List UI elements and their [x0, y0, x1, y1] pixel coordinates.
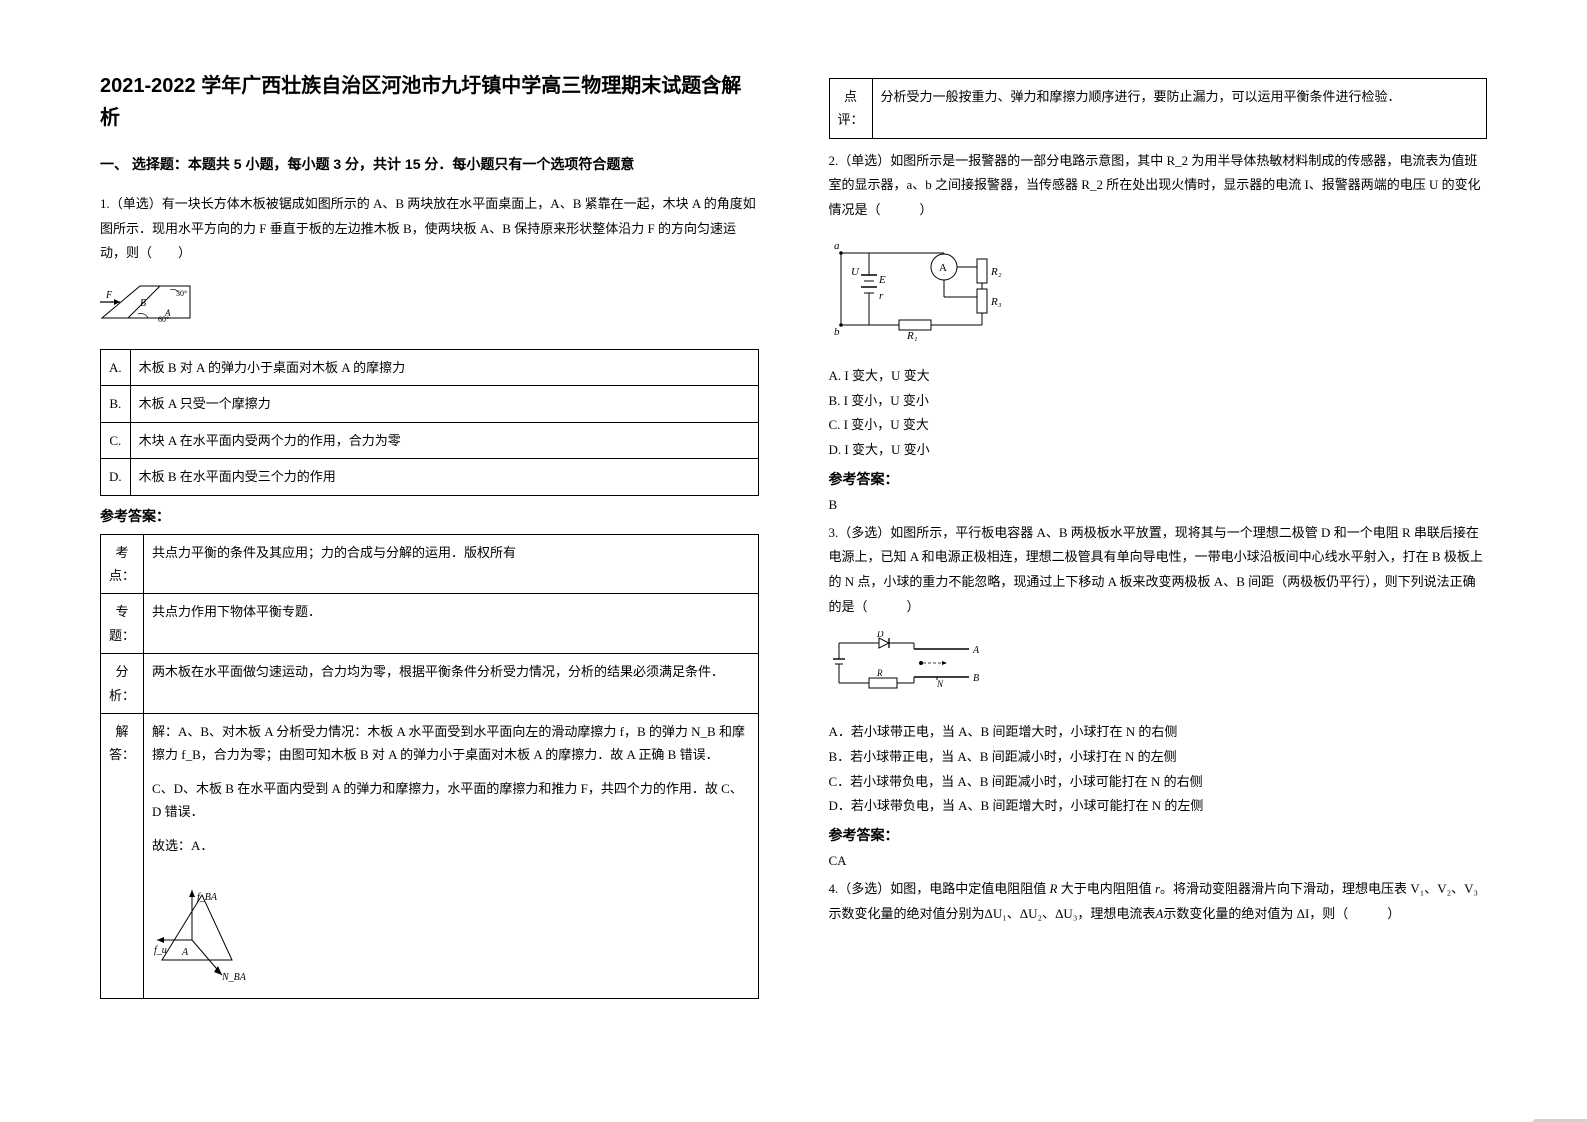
q3-answer: CA — [829, 853, 1488, 869]
svg-text:a: a — [834, 240, 840, 252]
opt-text: 木板 B 在水平面内受三个力的作用 — [130, 459, 758, 495]
q2-stem: 2.（单选）如图所示是一报警器的一部分电路示意图，其中 R_2 为用半导体热敏材… — [829, 149, 1488, 223]
svg-text:F: F — [105, 290, 113, 301]
q4-stem: 4.（多选）如图，电路中定值电阻阻值 R 大于电内阻阻值 r。将滑动变阻器滑片向… — [829, 877, 1488, 926]
q2-answer: B — [829, 497, 1488, 513]
expl-label: 专题： — [101, 594, 144, 654]
document-title: 2021-2022 学年广西壮族自治区河池市九圩镇中学高三物理期末试题含解析 — [100, 70, 759, 134]
opt-text: 木板 A 只受一个摩擦力 — [130, 386, 758, 422]
svg-text:r: r — [879, 290, 884, 302]
opt-text: A. I 变大，U 变大 — [829, 364, 1488, 389]
ref-answer-label: 参考答案： — [829, 825, 1488, 845]
opt-text: C. I 变小，U 变大 — [829, 413, 1488, 438]
section-heading: 一、 选择题：本题共 5 小题，每小题 3 分，共计 15 分．每小题只有一个选… — [100, 154, 759, 174]
q1-stem: 1.（单选）有一块长方体木板被锯成如图所示的 A、B 两块放在水平面桌面上，A、… — [100, 192, 759, 266]
expl-label: 分析： — [101, 654, 144, 714]
svg-text:f_u: f_u — [154, 945, 167, 956]
expl-text: 分析受力一般按重力、弹力和摩擦力顺序进行，要防止漏力，可以运用平衡条件进行检验． — [872, 79, 1487, 139]
q2-options: A. I 变大，U 变大 B. I 变小，U 变小 C. I 变小，U 变大 D… — [829, 364, 1488, 463]
page-corner-fold-icon — [1532, 1067, 1587, 1122]
expl-para: 故选：A． — [152, 834, 750, 857]
svg-text:B: B — [140, 298, 146, 309]
opt-text: B．若小球带正电，当 A、B 间距减小时，小球打在 N 的左侧 — [829, 745, 1488, 770]
q1-explanation-table: 考点： 共点力平衡的条件及其应用；力的合成与分解的运用．版权所有 专题： 共点力… — [100, 534, 759, 1000]
ref-answer-label: 参考答案： — [100, 506, 759, 526]
expl-text: 共点力作用下物体平衡专题． — [144, 594, 759, 654]
svg-text:R₂: R₂ — [990, 266, 1002, 278]
svg-text:A: A — [972, 645, 980, 656]
opt-label: A. — [101, 350, 131, 386]
q3-stem: 3.（多选）如图所示，平行板电容器 A、B 两极板水平放置，现将其与一个理想二极… — [829, 521, 1488, 620]
q3-figure: D A B N R — [829, 631, 1488, 706]
q1-options-table: A.木板 B 对 A 的弹力小于桌面对木板 A 的摩擦力 B.木板 A 只受一个… — [100, 349, 759, 496]
expl-label: 解答： — [101, 713, 144, 998]
svg-text:b: b — [834, 326, 840, 338]
opt-text: 木块 A 在水平面内受两个力的作用，合力为零 — [130, 422, 758, 458]
svg-text:R₁: R₁ — [906, 330, 918, 342]
expl-force-diagram: f_BA f_u N_BA A — [152, 865, 262, 985]
svg-text:A: A — [164, 308, 171, 318]
svg-text:D: D — [876, 631, 884, 639]
svg-text:B: B — [973, 673, 979, 684]
opt-text: D．若小球带负电，当 A、B 间距增大时，小球可能打在 N 的左侧 — [829, 794, 1488, 819]
svg-text:30°: 30° — [176, 289, 187, 298]
svg-text:N_BA: N_BA — [221, 972, 247, 983]
expl-label: 考点： — [101, 534, 144, 594]
ref-answer-label: 参考答案： — [829, 469, 1488, 489]
opt-text: B. I 变小，U 变小 — [829, 389, 1488, 414]
opt-text: A．若小球带正电，当 A、B 间距增大时，小球打在 N 的右侧 — [829, 720, 1488, 745]
opt-text: C．若小球带负电，当 A、B 间距减小时，小球可能打在 N 的右侧 — [829, 770, 1488, 795]
expl-text: 两木板在水平面做匀速运动，合力均为零，根据平衡条件分析受力情况，分析的结果必须满… — [144, 654, 759, 714]
opt-label: C. — [101, 422, 131, 458]
svg-text:f_BA: f_BA — [197, 892, 218, 903]
svg-text:A: A — [181, 947, 189, 958]
expl-text: 共点力平衡的条件及其应用；力的合成与分解的运用．版权所有 — [144, 534, 759, 594]
q3-options: A．若小球带正电，当 A、B 间距增大时，小球打在 N 的右侧 B．若小球带正电… — [829, 720, 1488, 819]
opt-label: D. — [101, 459, 131, 495]
q2-figure: a b A R₂ R₃ R₁ — [829, 235, 1488, 350]
expl-text: 解：A、B、对木板 A 分析受力情况：木板 A 水平面受到水平面向左的滑动摩擦力… — [144, 713, 759, 998]
q1-dianping-table: 点评： 分析受力一般按重力、弹力和摩擦力顺序进行，要防止漏力，可以运用平衡条件进… — [829, 78, 1488, 139]
expl-para: 解：A、B、对木板 A 分析受力情况：木板 A 水平面受到水平面向左的滑动摩擦力… — [152, 720, 750, 767]
svg-text:E: E — [878, 274, 886, 286]
opt-label: B. — [101, 386, 131, 422]
svg-text:R: R — [876, 668, 883, 678]
expl-para: C、D、木板 B 在水平面内受到 A 的弹力和摩擦力，水平面的摩擦力和推力 F，… — [152, 777, 750, 824]
expl-label: 点评： — [829, 79, 872, 139]
opt-text: D. I 变大，U 变小 — [829, 438, 1488, 463]
svg-text:A: A — [939, 262, 947, 274]
svg-text:U: U — [851, 266, 860, 278]
svg-text:R₃: R₃ — [990, 296, 1002, 308]
svg-text:N: N — [936, 679, 944, 689]
opt-text: 木板 B 对 A 的弹力小于桌面对木板 A 的摩擦力 — [130, 350, 758, 386]
q1-figure: F B 60° A 30° — [100, 278, 759, 335]
